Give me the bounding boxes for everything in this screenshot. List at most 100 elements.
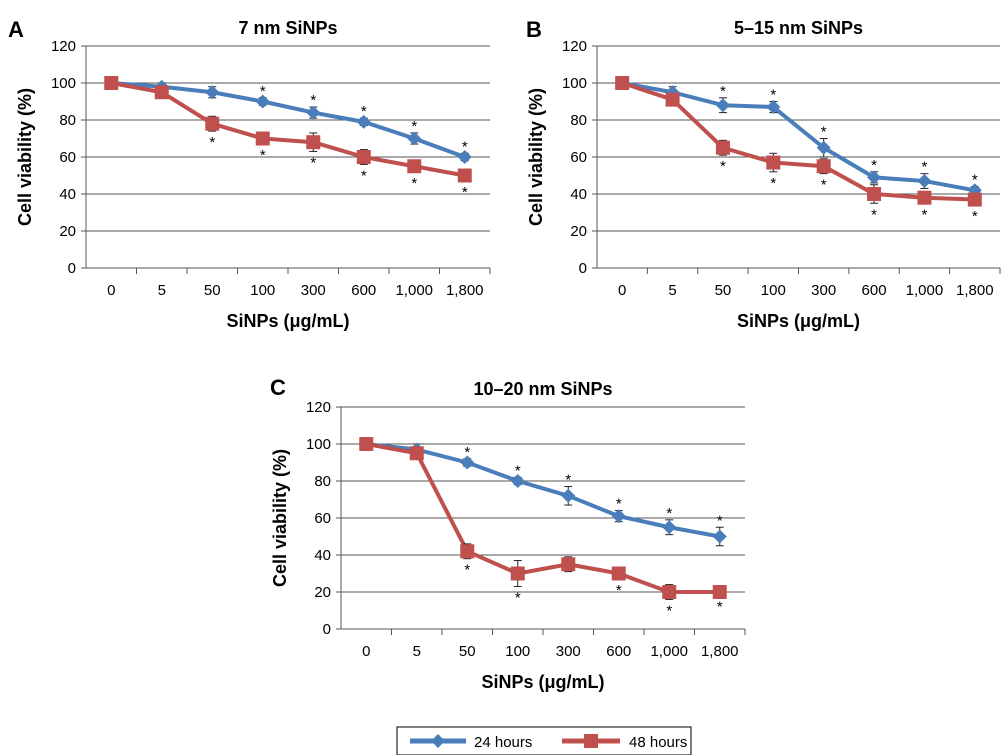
chart-panel-c: C 10–20 nm SiNPs 0 20 40 60 80 100 120 0 5 50 100 300…: [270, 375, 746, 692]
series-48-hours: * * * * * *: [104, 76, 472, 201]
data-point-square: [104, 76, 119, 90]
y-tick-label: 40: [314, 547, 331, 564]
data-point-square: [561, 557, 576, 572]
series-48-hours: * * * * *: [359, 437, 727, 619]
panel-letter: B: [526, 17, 542, 42]
data-point-square: [205, 116, 220, 131]
significance-asterisk: *: [770, 87, 776, 104]
data-point-square: [359, 437, 374, 451]
y-tick-label: 100: [51, 75, 76, 92]
y-tick-label: 20: [570, 223, 587, 240]
significance-asterisk: *: [666, 602, 672, 619]
x-tick-label: 5: [413, 643, 421, 660]
significance-asterisk: *: [310, 154, 316, 171]
data-point-diamond: [457, 150, 472, 164]
y-tick-label: 100: [306, 436, 331, 453]
y-axis-title: Cell viability (%): [15, 88, 35, 226]
data-point-square: [409, 446, 424, 461]
y-axis-title: Cell viability (%): [526, 88, 546, 226]
data-point-diamond: [356, 114, 371, 129]
chart-title: 5–15 nm SiNPs: [734, 18, 863, 38]
data-point-square: [917, 190, 932, 205]
x-tick-label: 300: [811, 282, 836, 299]
data-point-square: [615, 76, 630, 90]
data-point-diamond: [561, 488, 576, 503]
x-tick-label: 300: [301, 282, 326, 299]
data-point-diamond: [306, 105, 321, 120]
legend-diamond-marker-icon: [431, 734, 445, 748]
x-tick-label: 0: [107, 282, 115, 299]
x-tick-label: 1,000: [650, 643, 688, 660]
panel-letter: A: [8, 17, 24, 42]
data-point-square: [611, 566, 626, 581]
data-point-square: [306, 135, 321, 150]
y-tick-label: 20: [59, 223, 76, 240]
significance-asterisk: *: [411, 175, 417, 192]
data-point-diamond: [255, 94, 270, 109]
significance-asterisk: *: [515, 589, 521, 606]
data-point-square: [867, 187, 882, 201]
data-point-square: [460, 544, 475, 559]
significance-asterisk: *: [972, 208, 978, 225]
x-tick-label: 600: [351, 282, 376, 299]
data-point-diamond: [715, 98, 730, 113]
x-tick-label: 5: [158, 282, 166, 299]
significance-asterisk: *: [972, 172, 978, 189]
y-tick-label: 60: [570, 149, 587, 166]
data-point-diamond: [611, 509, 626, 524]
chart-panel-b: B 5–15 nm SiNPs 0 20 40 60 80 100 120 0 5 50 100 300 6…: [526, 17, 1001, 331]
y-tick-label: 80: [314, 473, 331, 490]
significance-asterisk: *: [462, 184, 468, 201]
y-tick-label: 120: [306, 399, 331, 416]
x-tick-label: 1,800: [701, 643, 739, 660]
legend-item-48-hours: 48 hours: [562, 734, 687, 751]
y-tick-label: 80: [570, 112, 587, 129]
data-point-square: [967, 192, 982, 207]
x-tick-label: 1,000: [906, 282, 944, 299]
data-point-square: [662, 585, 677, 599]
significance-asterisk: *: [209, 134, 215, 151]
data-point-diamond: [460, 455, 475, 470]
data-point-diamond: [205, 85, 220, 100]
data-point-diamond: [407, 131, 422, 146]
significance-asterisk: *: [770, 175, 776, 192]
x-tick-label: 100: [761, 282, 786, 299]
significance-asterisk: *: [666, 505, 672, 522]
data-point-square: [665, 92, 680, 107]
data-point-square: [407, 159, 422, 174]
series-line: [365, 442, 720, 594]
data-point-square: [457, 168, 472, 183]
x-tick-label: 50: [715, 282, 732, 299]
data-point-diamond: [766, 100, 781, 115]
significance-asterisk: *: [616, 582, 622, 599]
x-tick-label: 100: [250, 282, 275, 299]
significance-asterisk: *: [462, 138, 468, 155]
series-line: [621, 81, 976, 193]
x-axis-title: SiNPs (μg/mL): [481, 672, 604, 692]
data-point-square: [715, 140, 730, 155]
x-tick-label: 1,800: [446, 282, 484, 299]
y-tick-label: 0: [323, 621, 331, 638]
x-tick-label: 50: [459, 643, 476, 660]
significance-asterisk: *: [720, 83, 726, 100]
significance-asterisk: *: [922, 206, 928, 223]
data-point-square: [766, 155, 781, 170]
x-tick-label: 600: [862, 282, 887, 299]
significance-asterisk: *: [515, 462, 521, 479]
series-24-hours: * * * * *: [104, 76, 472, 164]
significance-asterisk: *: [717, 512, 723, 529]
x-tick-label: 50: [204, 282, 221, 299]
significance-asterisk: *: [260, 83, 266, 100]
significance-asterisk: *: [616, 496, 622, 513]
x-tick-label: 0: [618, 282, 626, 299]
series-line: [110, 81, 466, 178]
data-point-diamond: [510, 474, 525, 488]
data-point-square: [510, 566, 525, 581]
legend-item-24-hours: 24 hours: [410, 734, 532, 751]
data-point-square: [356, 150, 371, 164]
significance-asterisk: *: [720, 158, 726, 175]
y-tick-label: 20: [314, 584, 331, 601]
series-line: [621, 81, 975, 202]
